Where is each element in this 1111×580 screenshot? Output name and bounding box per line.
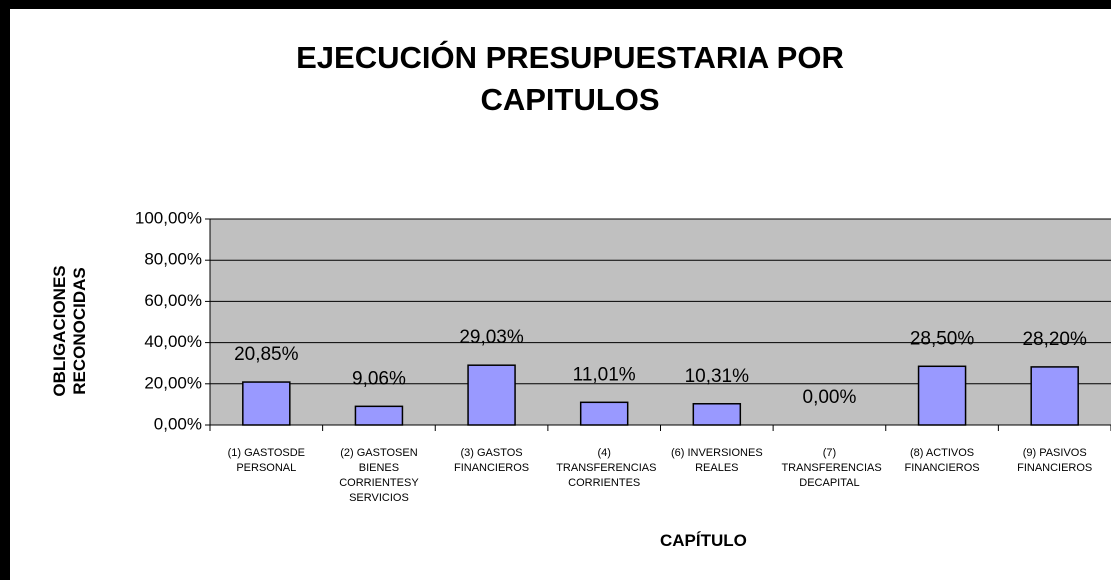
y-tick-label: 100,00% xyxy=(135,208,202,227)
y-tick-label: 0,00% xyxy=(154,414,202,433)
y-tick-label: 60,00% xyxy=(144,291,202,310)
bar xyxy=(354,405,404,426)
data-label: 28,50% xyxy=(910,328,975,349)
bar xyxy=(467,364,516,426)
x-tick-label: (6) INVERSIONES REALES xyxy=(670,447,763,474)
bar xyxy=(579,401,629,426)
y-tick-label: 40,00% xyxy=(144,332,202,351)
x-tick-label: (7) TRANSFERENCIAS DECAPITAL xyxy=(781,447,882,489)
y-tick-label: 80,00% xyxy=(144,250,202,269)
data-label: 10,31% xyxy=(685,366,750,387)
data-label: 28,20% xyxy=(1022,329,1087,350)
data-label: 9,06% xyxy=(352,368,406,389)
x-tick-label: (9) PASIVOS FINANCIEROS xyxy=(1017,447,1093,474)
data-label: 29,03% xyxy=(459,327,524,348)
y-tick-label: 20,00% xyxy=(144,373,202,392)
x-tick-label: (1) GASTOSDE PERSONAL xyxy=(227,447,306,474)
y-axis-label: OBLIGACIONES RECONOCIDAS xyxy=(50,265,89,397)
chart-title: EJECUCIÓN PRESUPUESTARIA POR CAPITULOS xyxy=(296,40,844,117)
bar xyxy=(242,381,291,426)
bar xyxy=(692,403,742,426)
x-tick-label: (3) GASTOS FINANCIEROS xyxy=(453,447,530,474)
x-tick-label: (8) ACTIVOS FINANCIEROS xyxy=(904,447,980,474)
bar xyxy=(1030,366,1079,426)
data-label: 20,85% xyxy=(234,344,299,365)
x-tick-label: (2) GASTOSEN BIENES CORRIENTESY SERVICIO… xyxy=(339,447,419,504)
data-label: 11,01% xyxy=(573,364,636,385)
bar xyxy=(917,365,967,426)
data-label: 0,00% xyxy=(803,387,857,408)
x-tick-label: (4) TRANSFERENCIAS CORRIENTES xyxy=(556,447,657,489)
chart-svg: 0,00% 20,00% 40,00% 60,00% 80,00% 100,00% 20,8… xyxy=(135,208,1111,433)
plot-area xyxy=(210,219,1111,425)
x-axis-label: CAPÍTULO xyxy=(660,531,747,550)
